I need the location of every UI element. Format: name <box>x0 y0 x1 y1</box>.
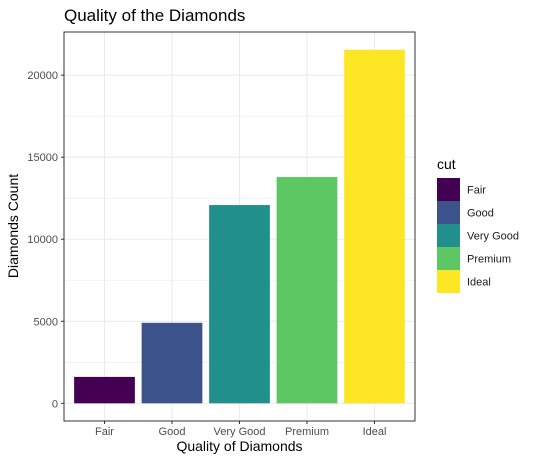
y-tick-label: 10000 <box>27 234 58 246</box>
y-tick-label: 15000 <box>27 152 58 164</box>
legend-label: Very Good <box>467 231 519 243</box>
y-tick-label: 5000 <box>34 316 58 328</box>
y-tick-label: 0 <box>52 398 58 410</box>
legend-key-ideal <box>437 270 460 293</box>
bar-good <box>141 322 203 404</box>
x-tick-label: Premium <box>285 426 329 438</box>
bar-premium <box>276 177 338 404</box>
x-axis-title: Quality of Diamonds <box>176 438 302 454</box>
legend-label: Premium <box>467 254 511 266</box>
legend-key-good <box>437 201 460 224</box>
bars <box>74 49 405 404</box>
legend-key-fair <box>437 178 460 201</box>
x-tick-label: Very Good <box>214 426 266 438</box>
legend-label: Ideal <box>467 277 491 289</box>
bar-ideal <box>344 49 405 404</box>
y-axis-title: Diamonds Count <box>5 174 21 278</box>
x-tick-label: Fair <box>95 426 114 438</box>
y-axis-ticks: 0 5000 10000 15000 20000 <box>27 70 64 410</box>
x-tick-label: Good <box>159 426 186 438</box>
bar-fair <box>74 376 135 404</box>
legend-title: cut <box>437 156 456 172</box>
legend-label: Fair <box>467 185 486 197</box>
bar-very-good <box>209 205 270 404</box>
legend-label: Good <box>467 208 494 220</box>
x-axis-ticks: Fair Good Very Good Premium Ideal <box>95 421 386 438</box>
legend-items: Fair Good Very Good Premium Ideal <box>437 178 519 293</box>
legend: cut Fair Good Very Good Premium Ideal <box>437 156 519 293</box>
y-tick-label: 20000 <box>27 70 58 82</box>
legend-key-premium <box>437 247 460 270</box>
x-tick-label: Ideal <box>363 426 387 438</box>
legend-key-very-good <box>437 224 460 247</box>
chart-title: Quality of the Diamonds <box>64 6 245 25</box>
